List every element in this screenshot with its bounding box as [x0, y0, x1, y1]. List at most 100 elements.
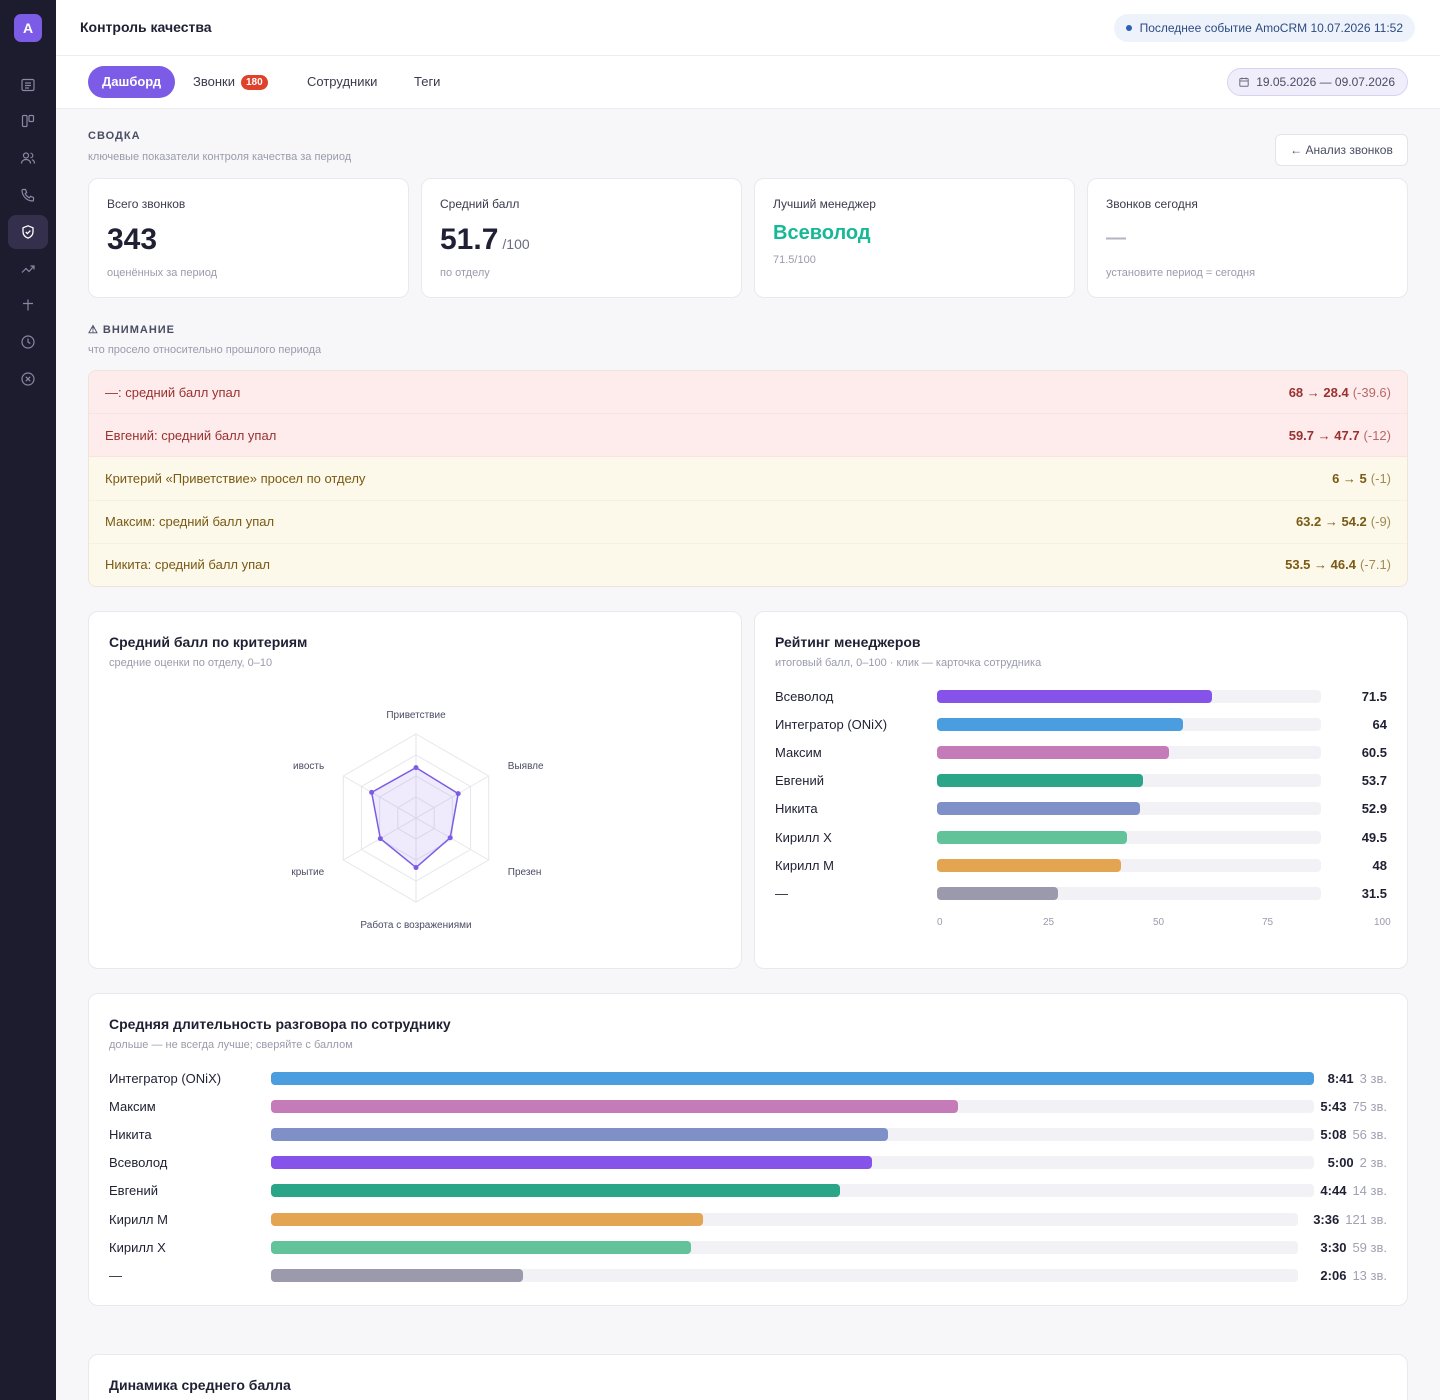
attention-subtitle: что просело относительно прошлого период… [88, 344, 322, 356]
attention-item-text: —: средний балл упал [105, 384, 241, 400]
rating-row-name[interactable]: Максим [775, 745, 822, 761]
clock-icon[interactable] [8, 325, 48, 359]
duration-card-title: Средняя длительность разговора по сотруд… [109, 1016, 451, 1032]
duration-row-name: — [109, 1267, 122, 1283]
rating-row-value: 52.9 [1361, 801, 1387, 817]
rating-row-bar[interactable] [937, 746, 1170, 760]
duration-row-time: 3:36 [1313, 1211, 1340, 1227]
tab-calls[interactable]: Звонки 180 [179, 66, 282, 98]
kpi-value-text: 343 [107, 223, 158, 256]
duration-card-subtitle: дольше — не всегда лучше; сверяйте с бал… [109, 1039, 353, 1051]
phone-icon[interactable] [8, 178, 48, 212]
radar-axis-label: крытие [291, 867, 324, 878]
attention-title: ⚠ ВНИМАНИЕ [88, 324, 176, 336]
rating-row-bar[interactable] [937, 690, 1212, 703]
kpi-best-manager: Лучший менеджер Всеволод 71.5/100 [754, 178, 1075, 298]
duration-row-name: Евгений [109, 1183, 158, 1199]
duration-row-value: 2:06 13 зв. [1267, 1268, 1387, 1283]
rating-axis-tick: 75 [1262, 917, 1274, 928]
rating-row-name[interactable]: Всеволод [775, 689, 834, 704]
duration-row-track [271, 1072, 1314, 1085]
duration-row-count: 59 зв. [1352, 1239, 1387, 1255]
tab-label: Сотрудники [307, 74, 378, 89]
rating-row-bar[interactable] [937, 886, 1058, 900]
date-range-picker[interactable]: 19.05.2026 — 09.07.2026 [1227, 68, 1408, 96]
duration-row-name: Интегратор (ONiX) [109, 1071, 222, 1086]
board-icon[interactable] [8, 104, 48, 138]
duration-row-track [271, 1212, 1298, 1226]
analyze-calls-button[interactable]: ← Анализ звонков [1275, 134, 1408, 166]
duration-row-time: 5:08 [1320, 1127, 1347, 1143]
radar-point [413, 765, 419, 771]
list-icon[interactable] [8, 68, 48, 102]
rating-row-track[interactable] [937, 830, 1321, 844]
tab-tags[interactable]: Теги [400, 66, 454, 98]
duration-row-bar [271, 1184, 840, 1198]
rating-row-bar[interactable] [937, 802, 1141, 816]
page-title: Контроль качества [80, 19, 212, 35]
duration-row-name: Кирилл М [109, 1211, 168, 1227]
trending-up-icon[interactable] [8, 252, 48, 286]
attention-list: —: средний балл упал 68 → 28.4 (-39.6) Евге… [88, 370, 1408, 587]
kpi-value-suffix: /100 [502, 236, 530, 252]
users-icon[interactable] [8, 141, 48, 175]
duration-row-bar [271, 1100, 958, 1114]
rating-card-title: Рейтинг менеджеров [775, 634, 921, 650]
duration-row-bar [271, 1156, 872, 1170]
attention-item: Евгений: средний балл упал 59.7 → 47.7 (-1… [89, 414, 1407, 458]
kpi-value: 51.7/100 [440, 223, 530, 257]
rating-axis-tick: 50 [1153, 917, 1165, 928]
rating-row-track[interactable] [937, 718, 1321, 732]
rating-row-name[interactable]: Евгений [775, 773, 824, 789]
rating-row-name[interactable]: Интегратор (ONiX) [775, 717, 888, 733]
kpi-sub: 71.5/100 [773, 254, 816, 266]
manager-rating-card: Рейтинг менеджеров итоговый балл, 0–100 … [754, 611, 1408, 969]
rating-row-track[interactable] [937, 774, 1321, 788]
kpi-average-score: Средний балл 51.7/100 по отделу [421, 178, 742, 298]
kpi-sub: по отделу [440, 267, 490, 279]
radar-axis-label: Презен [508, 867, 542, 878]
attention-item: Критерий «Приветствие» просел по отделу 6… [89, 457, 1407, 501]
rating-row-name[interactable]: Никита [775, 801, 818, 817]
tab-employees[interactable]: Сотрудники [293, 66, 391, 98]
duration-row-value: 5:08 56 зв. [1267, 1127, 1387, 1142]
rating-row-bar[interactable] [937, 774, 1144, 788]
radar-axis-line [343, 775, 417, 819]
duration-row-name: Кирилл Х [109, 1239, 166, 1255]
duration-row-track [271, 1156, 1314, 1170]
duration-row-count: 121 зв. [1345, 1211, 1387, 1227]
rating-row-name[interactable]: Кирилл Х [775, 829, 832, 845]
rating-row-bar[interactable] [937, 830, 1128, 844]
attention-item-change: 6 → 5 [1332, 470, 1367, 486]
tab-label: Звонки [193, 74, 235, 89]
tab-dashboard[interactable]: Дашборд [88, 66, 176, 98]
rating-row-track[interactable] [937, 886, 1321, 900]
shield-check-icon[interactable] [8, 215, 48, 249]
rating-row-track[interactable] [937, 690, 1321, 703]
rating-row-bar[interactable] [937, 718, 1183, 732]
rating-row-track[interactable] [937, 802, 1321, 816]
attention-item-change: 59.7 → 47.7 [1288, 427, 1360, 443]
plus-icon[interactable] [8, 288, 48, 322]
kpi-label: Лучший менеджер [773, 197, 876, 211]
duration-row-count: 3 зв. [1359, 1071, 1387, 1086]
close-circle-icon[interactable] [8, 362, 48, 396]
radar-point [455, 791, 461, 797]
rating-row-track[interactable] [937, 858, 1321, 872]
rating-row-name[interactable]: — [775, 885, 788, 901]
app-logo[interactable]: A [14, 14, 42, 42]
rating-row-name[interactable]: Кирилл М [775, 857, 834, 873]
duration-row-bar [271, 1128, 888, 1142]
attention-item-value: 68 → 28.4 (-39.6) [1289, 385, 1391, 400]
rating-row-value: 60.5 [1361, 745, 1387, 761]
duration-row-count: 75 зв. [1352, 1099, 1387, 1115]
radar-axis-line [415, 817, 489, 861]
duration-row-value: 3:30 59 зв. [1267, 1240, 1387, 1255]
duration-row-name: Максим [109, 1099, 156, 1115]
attention-item-text: Критерий «Приветствие» просел по отделу [105, 470, 366, 486]
duration-row-name: Никита [109, 1127, 152, 1143]
rating-row-bar[interactable] [937, 858, 1122, 872]
last-event-text: Последнее событие AmoCRM 10.07.2026 11:5… [1139, 21, 1403, 35]
rating-row-track[interactable] [937, 746, 1321, 760]
radar-point [413, 865, 419, 871]
